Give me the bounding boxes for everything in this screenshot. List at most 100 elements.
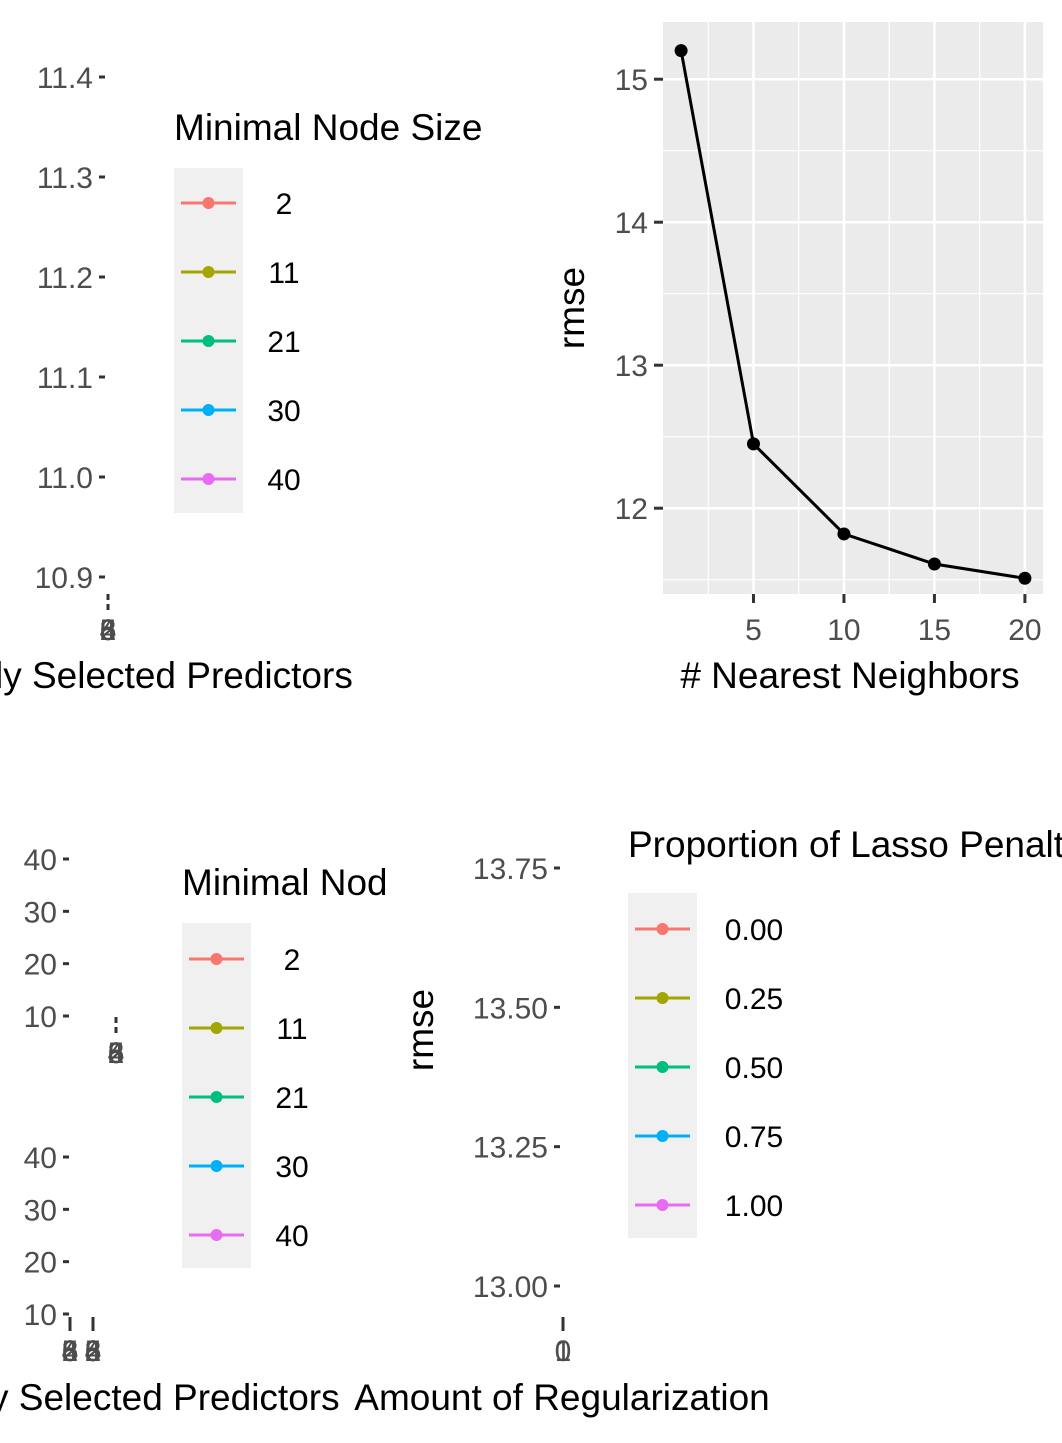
data-point xyxy=(837,527,851,541)
legend-key-dot xyxy=(656,923,669,935)
x-axis: 10 xyxy=(555,1317,572,1368)
y-tick-label: 10 xyxy=(24,1299,57,1332)
panel-bottom-right: 13.75 13.50 13.25 13.00 10 rmse Amount of R… xyxy=(354,824,1062,1418)
x-tick-label: 5 xyxy=(85,1335,102,1368)
legend-label: 21 xyxy=(275,1082,308,1115)
y-tick-label: 10 xyxy=(24,1001,57,1034)
y-axis-lower: 40 30 20 10 xyxy=(24,1142,69,1332)
x-tick-label: 5 xyxy=(745,614,762,647)
y-tick-label: 15 xyxy=(615,64,648,97)
x-tick-label: 8 xyxy=(85,1335,102,1368)
x-tick-label: 6 xyxy=(108,1037,125,1070)
x-tick-label: 10 xyxy=(827,614,860,647)
legend-key-dot xyxy=(210,1022,223,1034)
legend-label: 40 xyxy=(275,1220,308,1253)
legend-item: 0.50 xyxy=(635,1052,783,1085)
legend-item: 0.00 xyxy=(635,914,783,947)
y-tick-label: 12 xyxy=(615,493,648,526)
legend-key-dot xyxy=(210,1160,223,1172)
legend-item: 0.25 xyxy=(635,983,783,1016)
x-tick-label: 6 xyxy=(62,1335,79,1368)
legend-key-dot xyxy=(656,992,669,1004)
legend-title: Minimal Node Size xyxy=(182,862,490,903)
x-tick-label: 5 xyxy=(100,614,117,647)
legend-key-dot xyxy=(210,1229,223,1241)
y-axis: 15 14 13 12 xyxy=(615,64,663,526)
x-axis: 5 10 15 20 xyxy=(745,594,1042,647)
legend-label: 0.50 xyxy=(725,1052,783,1085)
legend-item: 0.75 xyxy=(635,1121,783,1154)
y-tick-label: 11.2 xyxy=(37,262,93,295)
y-tick-label: 10.9 xyxy=(35,562,93,595)
x-axis-title: y Selected Predictors xyxy=(0,1377,340,1418)
y-axis-title: rmse xyxy=(400,989,441,1071)
legend-label: 11 xyxy=(276,1013,307,1046)
legend-key-dot xyxy=(202,197,215,209)
x-tick-label: 0 xyxy=(555,1335,572,1368)
legend-label: 40 xyxy=(267,464,300,497)
legend-item: 1.00 xyxy=(635,1190,783,1223)
panel-top-right: 15 14 13 12 5 10 15 20 rmse # Nearest Neighbor… xyxy=(551,22,1043,696)
legend: Proportion of Lasso Penalty 0.00 0.25 0.50… xyxy=(628,824,1062,1238)
x-tick-label: 8 xyxy=(62,1335,79,1368)
legend-key-dot xyxy=(210,1091,223,1103)
x-tick-label: 1 xyxy=(555,1335,572,1368)
legend: Minimal Node Size 2 11 21 30 40 xyxy=(182,862,490,1268)
legend-title: Proportion of Lasso Penalty xyxy=(628,824,1062,865)
y-tick-label: 14 xyxy=(615,207,648,240)
y-tick-label: 11.1 xyxy=(37,362,93,395)
legend: Minimal Node Size 2 11 21 30 40 xyxy=(174,107,482,513)
y-tick-label: 30 xyxy=(24,896,57,929)
y-tick-label: 40 xyxy=(24,1142,57,1175)
data-point xyxy=(1018,571,1032,585)
legend-item: 2 xyxy=(189,944,300,977)
y-tick-label: 13.50 xyxy=(473,992,548,1025)
y-tick-label: 30 xyxy=(24,1194,57,1227)
x-tick-label: 4 xyxy=(100,614,117,647)
legend-key-dot xyxy=(210,953,223,965)
y-axis-upper: 40 30 20 10 xyxy=(24,844,69,1034)
legend-label: 2 xyxy=(284,944,301,977)
legend-item: 11 xyxy=(181,257,300,290)
x-tick-label: 20 xyxy=(1008,614,1041,647)
x-tick-label: 2 xyxy=(100,614,117,647)
x-axis-title: # Nearest Neighbors xyxy=(680,655,1019,696)
legend-item: 40 xyxy=(181,464,301,497)
legend-label: 21 xyxy=(267,326,300,359)
y-tick-label: 13.75 xyxy=(473,853,548,886)
data-point xyxy=(927,557,941,571)
legend-item: 30 xyxy=(181,395,301,428)
grid xyxy=(663,22,1043,594)
legend-label: 30 xyxy=(267,395,300,428)
y-tick-label: 13.25 xyxy=(473,1132,548,1165)
y-tick-label: 40 xyxy=(24,844,57,877)
y-axis: 13.75 13.50 13.25 13.00 xyxy=(473,853,560,1304)
x-tick-label: 4 xyxy=(108,1037,125,1070)
x-axis-title: ly Selected Predictors xyxy=(0,655,353,696)
legend-key-dot xyxy=(656,1061,669,1073)
y-tick-label: 11.4 xyxy=(37,62,93,95)
x-tick-label: 2 xyxy=(108,1037,125,1070)
x-tick-label: 8 xyxy=(100,614,117,647)
y-tick-label: 20 xyxy=(24,949,57,982)
y-tick-label: 11.0 xyxy=(37,462,93,495)
legend-key-dot xyxy=(202,473,215,485)
legend-item: 2 xyxy=(181,188,292,221)
legend-label: 1.00 xyxy=(725,1190,783,1223)
legend-key-dot xyxy=(202,335,215,347)
legend-key-dot xyxy=(202,266,215,278)
y-axis: 11.4 11.3 11.2 11.1 11.0 10.9 xyxy=(35,62,105,595)
x-tick-label: 5 xyxy=(108,1037,125,1070)
legend-key-dot xyxy=(656,1130,669,1142)
legend-label: 11 xyxy=(268,257,299,290)
x-tick-label: 6 xyxy=(100,614,117,647)
legend-label: 0.00 xyxy=(725,914,783,947)
x-axis-title: Amount of Regularization xyxy=(354,1377,769,1418)
x-tick-label: 8 xyxy=(108,1037,125,1070)
legend-item: 30 xyxy=(189,1151,309,1184)
